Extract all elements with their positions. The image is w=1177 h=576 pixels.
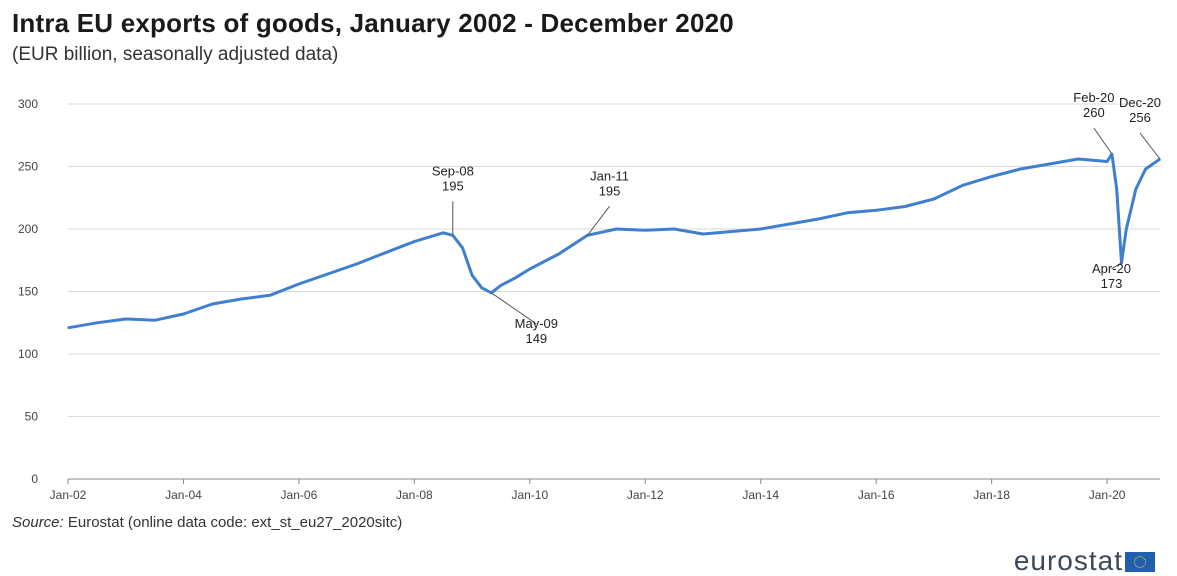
x-tick-label: Jan-08 bbox=[396, 488, 433, 502]
data-point bbox=[153, 319, 156, 322]
data-point bbox=[1077, 158, 1080, 160]
data-point bbox=[1135, 188, 1137, 190]
data-point bbox=[355, 263, 358, 265]
data-point bbox=[759, 228, 762, 230]
data-point bbox=[211, 303, 214, 305]
data-point bbox=[817, 218, 820, 220]
y-tick-label: 300 bbox=[18, 97, 38, 111]
y-tick-label: 250 bbox=[18, 160, 38, 174]
data-point bbox=[961, 184, 964, 187]
x-tick-label: Jan-14 bbox=[742, 488, 779, 502]
x-tick-label: Jan-18 bbox=[973, 488, 1010, 502]
data-point bbox=[644, 229, 647, 232]
source-note: Source: Eurostat (online data code: ext_… bbox=[12, 514, 402, 531]
data-point bbox=[384, 251, 387, 254]
data-point bbox=[240, 298, 242, 300]
annotation-leader bbox=[587, 205, 610, 236]
annotation-value: 173 bbox=[1101, 276, 1123, 291]
annotation-date: Dec-20 bbox=[1119, 95, 1161, 110]
annotation-value: 260 bbox=[1083, 105, 1105, 120]
data-point bbox=[788, 223, 791, 225]
annotation-date: Feb-20 bbox=[1073, 90, 1114, 105]
y-tick-label: 200 bbox=[18, 222, 38, 236]
annotation-date: Apr-20 bbox=[1092, 261, 1131, 276]
annotation-value: 195 bbox=[599, 183, 621, 198]
data-point bbox=[904, 205, 906, 208]
x-tick-label: Jan-04 bbox=[165, 488, 202, 502]
y-tick-label: 150 bbox=[18, 285, 38, 299]
y-tick-label: 0 bbox=[31, 472, 38, 486]
data-point bbox=[67, 326, 69, 329]
data-point bbox=[529, 268, 531, 270]
annotation-leader bbox=[1139, 132, 1161, 160]
data-point bbox=[557, 253, 560, 255]
data-point bbox=[673, 228, 675, 230]
data-point bbox=[731, 230, 733, 233]
annotation-date: Jan-11 bbox=[590, 168, 629, 183]
x-tick-label: Jan-02 bbox=[50, 488, 87, 502]
data-point bbox=[471, 274, 473, 277]
source-text: Eurostat (online data code: ext_st_eu27_… bbox=[67, 514, 403, 531]
x-tick-label: Jan-16 bbox=[858, 488, 895, 502]
data-point bbox=[269, 294, 271, 297]
annotation-leader bbox=[491, 292, 537, 325]
data-point bbox=[846, 211, 849, 214]
data-point bbox=[500, 284, 502, 287]
data-point bbox=[1115, 188, 1118, 190]
eurostat-logo: eurostat bbox=[1013, 545, 1155, 576]
data-point bbox=[1048, 163, 1051, 165]
data-point bbox=[933, 198, 935, 200]
data-point bbox=[1106, 160, 1108, 163]
annotation-value: 256 bbox=[1129, 110, 1151, 125]
data-point bbox=[615, 228, 618, 230]
data-point bbox=[413, 240, 416, 243]
data-point bbox=[326, 273, 329, 275]
x-tick-label: Jan-06 bbox=[281, 488, 318, 502]
logo-text: eurostat bbox=[1013, 545, 1123, 576]
data-point bbox=[461, 246, 464, 249]
data-point bbox=[875, 209, 877, 212]
data-point bbox=[96, 321, 98, 324]
data-point bbox=[1019, 168, 1022, 170]
annotation-leader bbox=[1111, 262, 1122, 270]
data-point bbox=[1125, 228, 1128, 230]
chart-title: Intra EU exports of goods, January 2002 … bbox=[12, 8, 734, 38]
data-point bbox=[182, 313, 185, 315]
data-point bbox=[990, 175, 993, 178]
source-label: Source: bbox=[12, 514, 64, 531]
x-tick-label: Jan-12 bbox=[627, 488, 664, 502]
y-tick-label: 100 bbox=[18, 347, 38, 361]
annotation-value: 149 bbox=[525, 331, 547, 346]
annotation-date: Sep-08 bbox=[432, 163, 474, 178]
data-point bbox=[514, 276, 517, 279]
data-point bbox=[124, 318, 127, 320]
chart-subtitle: (EUR billion, seasonally adjusted data) bbox=[12, 44, 339, 65]
eu-flag-icon bbox=[1125, 552, 1155, 572]
x-tick-label: Jan-10 bbox=[511, 488, 548, 502]
data-point bbox=[702, 233, 704, 235]
y-tick-label: 50 bbox=[25, 410, 39, 424]
data-point bbox=[480, 286, 483, 289]
annotation-value: 195 bbox=[442, 178, 464, 193]
x-tick-label: Jan-20 bbox=[1089, 488, 1126, 502]
annotation-date: May-09 bbox=[515, 316, 558, 331]
data-point bbox=[298, 283, 300, 285]
data-point bbox=[442, 231, 445, 234]
annotation-leader bbox=[1093, 127, 1113, 155]
data-point bbox=[1144, 168, 1147, 170]
